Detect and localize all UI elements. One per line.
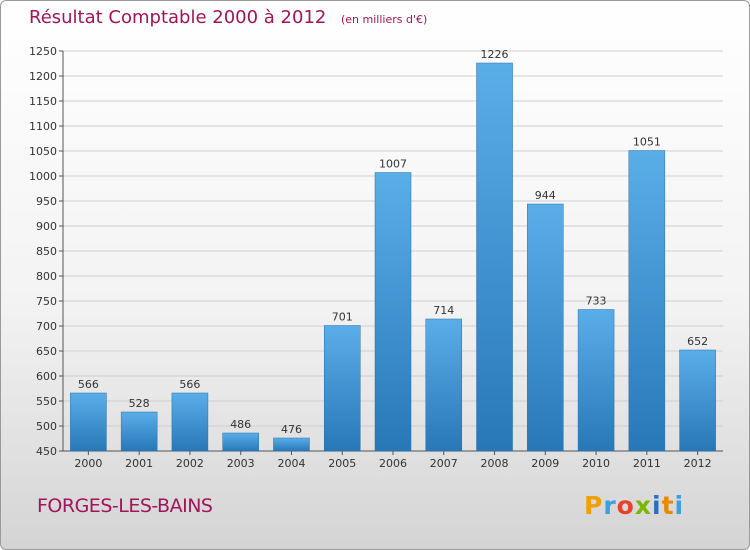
bar-value-label: 714 — [433, 304, 454, 317]
logo-letter: i — [652, 491, 662, 520]
y-axis-ticks: 450 500 550 600 650 700 750 800 850 900 950 1000 105… — [29, 45, 63, 458]
x-tick-label: 2012 — [684, 457, 712, 470]
bar-2011 — [628, 150, 666, 452]
x-tick-label: 2006 — [379, 457, 407, 470]
y-tick-label: 800 — [36, 270, 57, 283]
bar-value-label: 528 — [129, 397, 150, 410]
x-tick-label: 2007 — [430, 457, 458, 470]
bar-2002 — [171, 392, 209, 452]
bar-2010 — [577, 309, 615, 452]
logo-letter: r — [603, 491, 617, 520]
y-tick-label: 600 — [36, 370, 57, 383]
y-tick-label: 1250 — [29, 45, 57, 58]
bar-2009 — [527, 203, 564, 452]
chart-title: Résultat Comptable 2000 à 2012 — [29, 7, 327, 28]
y-tick-label: 650 — [36, 345, 57, 358]
y-tick-label: 550 — [36, 395, 57, 408]
logo-letter: P — [584, 491, 604, 520]
x-tick-label: 2003 — [227, 457, 255, 470]
y-tick-label: 500 — [36, 420, 57, 433]
chart-subtitle: (en milliers d'€) — [341, 13, 428, 26]
logo-letter: x — [634, 491, 652, 520]
x-tick-label: 2004 — [277, 457, 305, 470]
x-axis-ticks: 2000 2001 2002 2003 2004 2005 2006 2007 2008 2009… — [74, 451, 712, 470]
x-tick-label: 2009 — [531, 457, 559, 470]
x-tick-label: 2011 — [633, 457, 661, 470]
x-tick-label: 2005 — [328, 457, 356, 470]
y-tick-label: 1150 — [29, 95, 57, 108]
x-tick-label: 2000 — [74, 457, 102, 470]
bar-2000 — [70, 392, 107, 452]
y-tick-label: 750 — [36, 295, 57, 308]
bar-value-label: 1226 — [481, 48, 509, 61]
x-tick-label: 2010 — [582, 457, 610, 470]
bar-value-label: 566 — [78, 378, 99, 391]
bars — [70, 62, 716, 452]
y-tick-label: 1050 — [29, 145, 57, 158]
y-tick-label: 900 — [36, 220, 57, 233]
y-tick-label: 1100 — [29, 120, 57, 133]
commune-name: FORGES-LES-BAINS — [37, 495, 213, 517]
bar-2003 — [222, 432, 259, 452]
proxiti-logo[interactable]: Proxiti — [584, 491, 684, 520]
y-tick-label: 950 — [36, 195, 57, 208]
bar-2008 — [476, 62, 513, 452]
bar-2004 — [273, 437, 310, 452]
x-tick-label: 2001 — [125, 457, 153, 470]
logo-letter: i — [674, 491, 685, 520]
bar-2005 — [323, 325, 361, 452]
bar-value-label: 733 — [586, 295, 607, 308]
bar-value-labels: 566 528 566 486 476 701 1007 714 1226 944 733 1051 6… — [78, 48, 708, 436]
bar-value-label: 566 — [179, 378, 200, 391]
bar-value-label: 701 — [332, 311, 353, 324]
y-tick-label: 1000 — [29, 170, 57, 183]
y-tick-label: 700 — [36, 320, 57, 333]
bar-2006 — [374, 172, 412, 452]
bar-value-label: 1051 — [633, 136, 661, 149]
bar-value-label: 652 — [687, 335, 708, 348]
bar-2001 — [120, 411, 158, 452]
bar-value-label: 486 — [230, 418, 251, 431]
logo-letter: t — [661, 491, 675, 520]
y-tick-label: 1200 — [29, 70, 57, 83]
bar-2012 — [679, 349, 716, 452]
bar-value-label: 944 — [535, 189, 556, 202]
x-tick-label: 2008 — [481, 457, 509, 470]
logo-letter: o — [616, 491, 635, 520]
y-tick-label: 850 — [36, 245, 57, 258]
bar-value-label: 476 — [281, 423, 302, 436]
x-tick-label: 2002 — [176, 457, 204, 470]
bar-2007 — [425, 318, 463, 452]
y-tick-label: 450 — [36, 445, 57, 458]
bar-value-label: 1007 — [379, 158, 407, 171]
